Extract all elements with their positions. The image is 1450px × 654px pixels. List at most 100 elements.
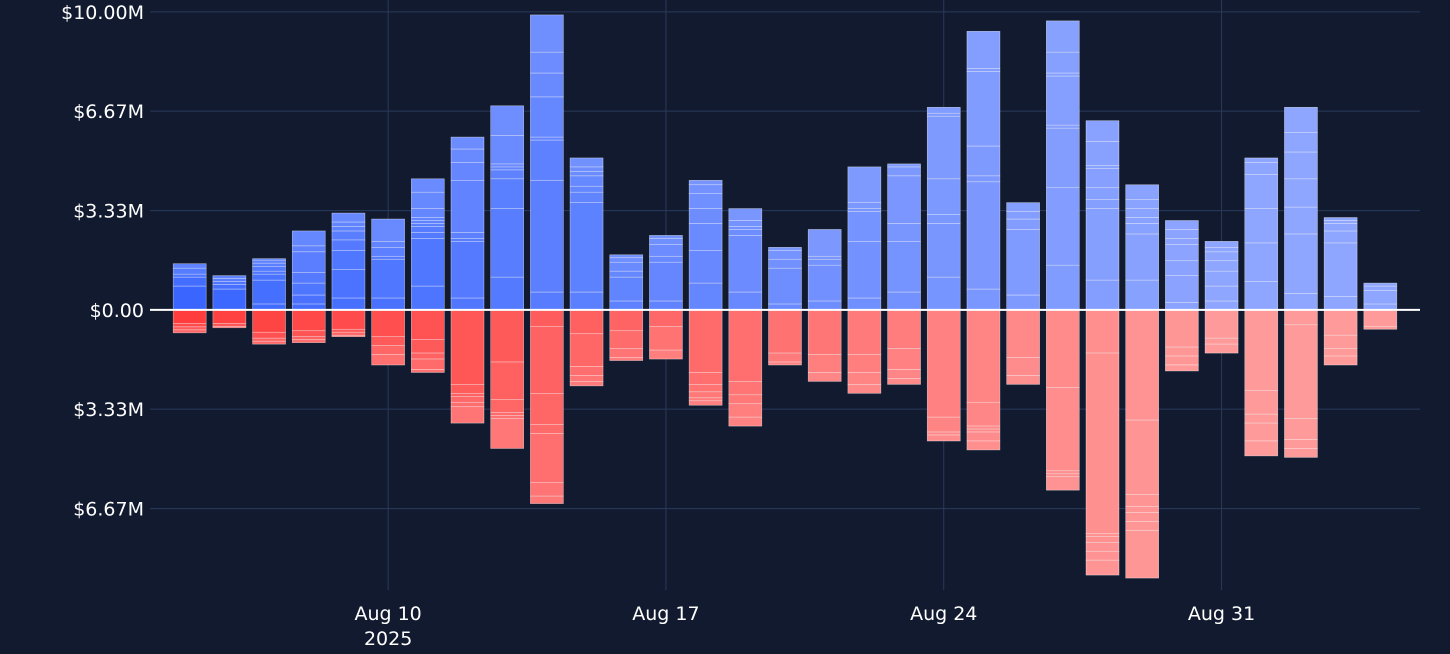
positive-bar-segment [768,247,802,251]
negative-bar-segment [609,348,644,358]
negative-bar-segment [411,309,445,340]
negative-bar-segment [649,325,683,351]
positive-bar-segment [252,259,286,264]
negative-bar-segment [649,309,683,327]
negative-bar-segment [728,416,763,427]
x-tick-label: Aug 31 [1188,603,1255,625]
positive-bar-segment [569,185,604,193]
positive-bar-segment [728,220,763,227]
negative-bar-segment [252,309,286,333]
positive-bar-segment [212,278,247,282]
positive-bar-segment [847,241,882,299]
positive-bar-segment [1006,294,1040,311]
positive-bar-segment [371,247,405,257]
positive-bar-segment [688,184,723,194]
negative-bar-segment [847,372,882,385]
negative-bar-segment [1284,439,1318,449]
negative-bar-segment [530,433,564,484]
positive-bar-segment [530,136,564,141]
positive-bar-segment [926,112,961,117]
negative-bar-segment [768,309,802,354]
negative-bar-segment [371,309,405,338]
positive-bar-segment [569,191,604,203]
positive-bar-segment [1284,293,1318,311]
negative-bar-segment [1046,387,1080,472]
negative-bar-segment [569,381,604,387]
negative-bar-segment [1244,390,1279,415]
negative-bar-segment [490,415,524,419]
positive-bar-segment [1006,211,1040,220]
negative-bar-segment [887,348,921,370]
positive-bar-segment [371,218,405,242]
positive-bar-segment [530,96,564,138]
negative-bar-segment [926,434,961,442]
positive-bar-segment [728,229,763,236]
positive-bar-segment [1006,229,1040,296]
positive-bar-segment [887,291,921,311]
negative-bar-segment [450,309,485,385]
positive-bar-segment [450,136,485,150]
negative-bar-segment [1125,530,1159,579]
negative-bar-segment [609,330,644,349]
positive-bar-segment [1165,220,1199,230]
positive-bar-segment [411,178,445,193]
positive-bar-segment [728,226,763,230]
positive-bar-segment [887,166,921,177]
y-tick-label: $6.67M [73,499,144,521]
positive-bar-segment [966,288,1001,311]
negative-bar-segment [1046,309,1080,388]
negative-bar-segment [1244,422,1279,442]
positive-bar-segment [1284,233,1318,294]
x-tick-sublabel: 2025 [364,628,412,650]
positive-bar-segment [847,208,882,212]
positive-bar-segment [490,135,524,165]
positive-bar-segment [688,179,723,186]
negative-bar-segment [212,325,247,329]
negative-bar-segment [887,309,921,349]
y-tick-label: $6.67M [73,101,144,123]
negative-bar-segment [411,358,445,370]
positive-bar-segment [450,241,485,299]
negative-bar-segment [807,372,842,382]
negative-bar-segment [609,357,644,361]
negative-bar-segment [768,361,802,366]
positive-bar-segment [411,223,445,227]
positive-bar-segment [1284,151,1318,180]
positive-bar-segment [1085,141,1120,166]
positive-bar-segment [252,270,286,275]
positive-bar-segment [212,288,247,311]
negative-bar-segment [411,369,445,373]
positive-bar-segment [450,297,485,311]
negative-bar-segment [807,354,842,373]
negative-bar-segment [926,309,961,418]
positive-bar-segment [569,175,604,187]
negative-bar-segment [569,333,604,367]
positive-bar-segment [1284,106,1318,133]
negative-bar-segment [1284,418,1318,440]
positive-bar-segment [371,241,405,248]
positive-bar-segment [490,276,524,311]
negative-bar-segment [688,309,723,373]
negative-bar-segment [1363,309,1398,327]
positive-bar-segment [926,214,961,224]
positive-bar-segment [807,229,842,257]
negative-bar-segment [1046,473,1080,478]
positive-bar-segment [807,255,842,260]
positive-bar-segment [1204,260,1239,272]
negative-bar-segment [212,323,247,327]
positive-bar-segment [688,250,723,284]
positive-bar-segment [966,181,1001,290]
negative-bar-segment [926,431,961,436]
negative-bar-segment [291,309,326,332]
y-tick-label: $3.33M [73,399,144,421]
negative-bar-segment [966,440,1001,451]
negative-bar-segment [1244,309,1279,391]
positive-bar-segment [331,250,366,270]
positive-bar-segment [331,221,366,227]
positive-bar-segment [1284,132,1318,153]
negative-bar-segment [371,354,405,366]
positive-bar-segment [530,51,564,74]
negative-bar-segment [966,425,1001,430]
negative-bar-segment [966,401,1001,427]
positive-bar-segment [331,230,366,241]
